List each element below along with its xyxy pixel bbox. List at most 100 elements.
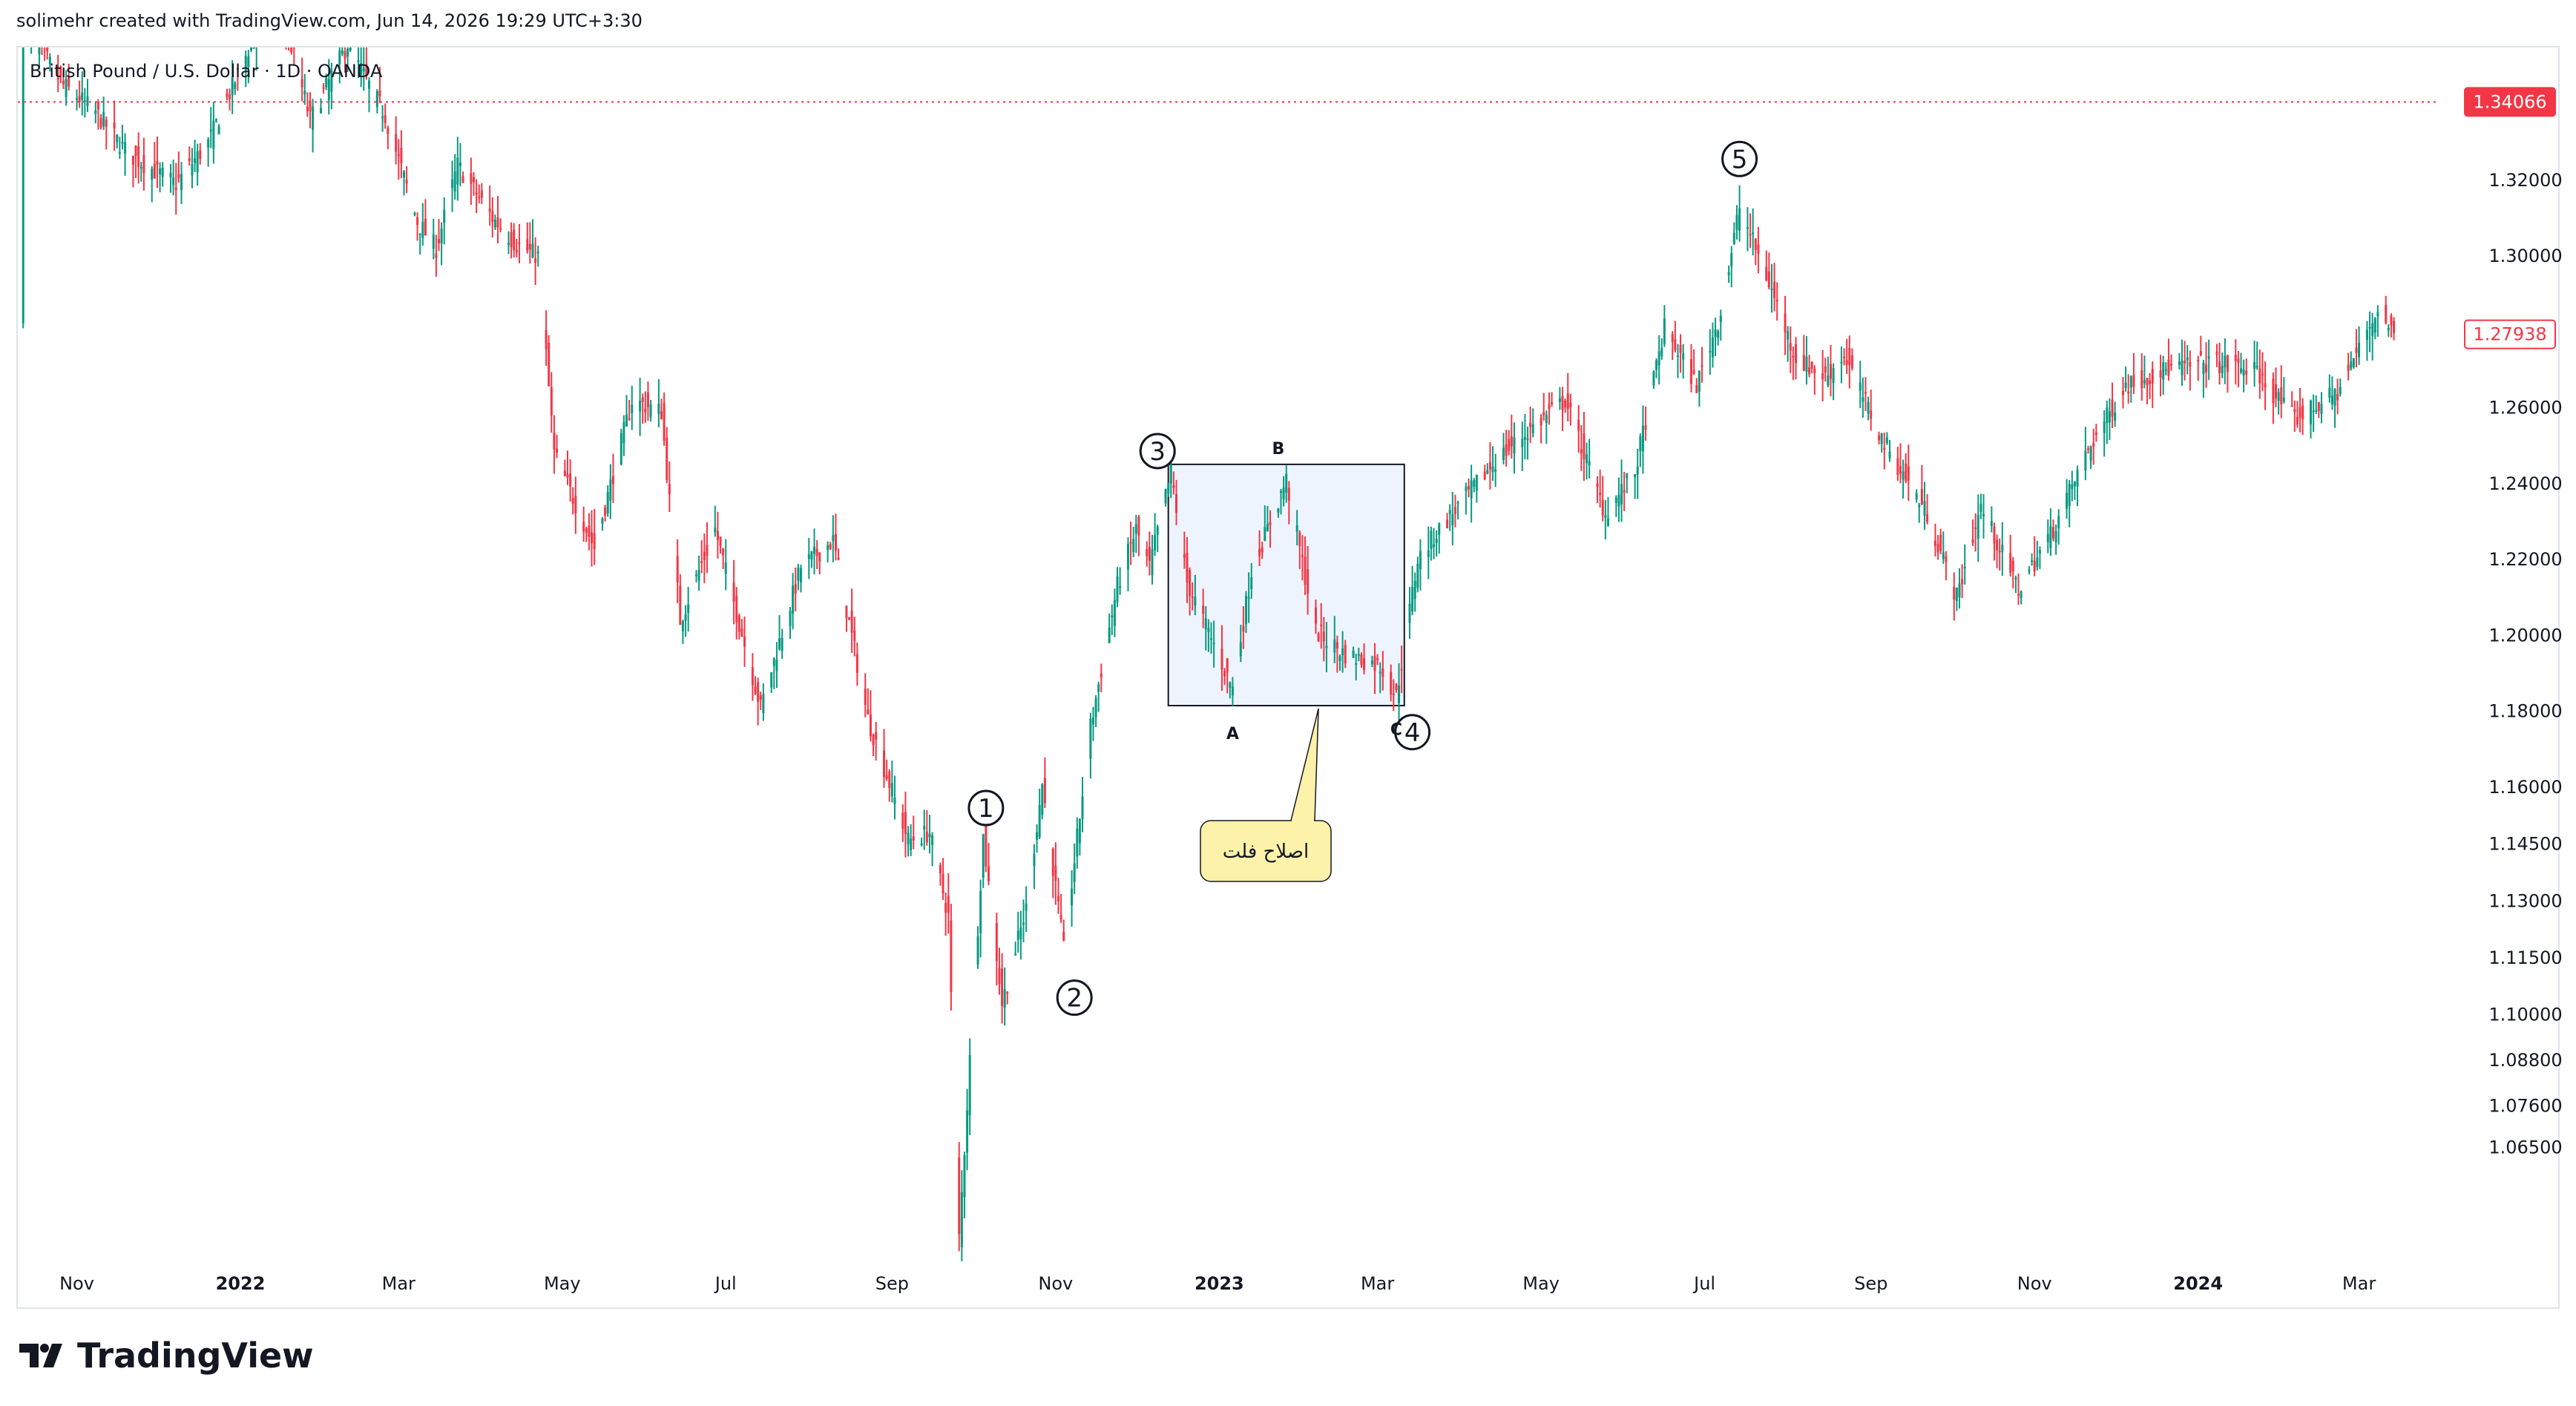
correction-label-a: A [1226, 725, 1239, 743]
x-axis-tick-label: Jul [1692, 1273, 1715, 1294]
wave-number: 4 [1404, 718, 1421, 748]
candle [2255, 341, 2258, 370]
candle [1226, 657, 1229, 694]
x-axis-tick-label: 2024 [2173, 1273, 2223, 1294]
candle [121, 125, 124, 150]
chart-area[interactable] [16, 46, 2560, 1309]
x-axis-tick-label: May [544, 1273, 581, 1294]
candle [1051, 847, 1054, 899]
candle [1765, 250, 1768, 282]
candle [1363, 643, 1366, 674]
candle [1548, 392, 1551, 425]
candle [1676, 344, 1679, 378]
candle [247, 50, 250, 84]
candle [1787, 326, 1790, 362]
candle [1390, 664, 1393, 702]
candle [1850, 348, 1853, 371]
candle [1164, 488, 1167, 507]
candle [2390, 313, 2393, 338]
candle [1580, 425, 1583, 471]
candle [778, 615, 781, 651]
x-axis-tick-label: Mar [2342, 1273, 2376, 1294]
callout-text: اصلاح فلت [1223, 841, 1309, 863]
current-price-badge: 1.27938 [2464, 319, 2556, 349]
candle [395, 116, 398, 165]
candle [998, 947, 1001, 995]
candle [1119, 567, 1122, 595]
candle [1996, 534, 1999, 568]
candle [137, 132, 140, 184]
candle [1599, 469, 1602, 508]
candle [266, 0, 269, 16]
candle [797, 564, 800, 591]
candle [2253, 341, 2256, 387]
candle [1344, 640, 1347, 668]
y-axis-tick-label: 1.14500 [2488, 834, 2562, 855]
candle [2221, 352, 2224, 378]
candle [269, 0, 271, 18]
candle [2038, 546, 2041, 569]
candle [249, 47, 252, 53]
candle [2207, 339, 2210, 381]
candle [2140, 353, 2143, 401]
candle [1453, 494, 1456, 528]
candle [169, 164, 172, 193]
candle [925, 809, 928, 846]
candle [1513, 422, 1516, 474]
candle [979, 879, 982, 958]
candle [1794, 337, 1797, 380]
candle [1025, 886, 1028, 933]
candle [1357, 648, 1360, 662]
callout-box[interactable] [1200, 820, 1332, 882]
candle [1016, 911, 1019, 953]
candle [1695, 378, 1698, 393]
candle [30, 47, 33, 54]
candle [413, 211, 416, 217]
candle [1805, 335, 1808, 385]
candle [27, 7, 30, 40]
candle [716, 511, 719, 559]
candle [740, 619, 743, 637]
candle [1448, 504, 1451, 531]
candle [1843, 348, 1846, 366]
candle [1126, 537, 1129, 592]
candle [1244, 591, 1247, 634]
wave-label-3[interactable]: 3 [1139, 433, 1176, 470]
candle [646, 381, 649, 421]
candle [1419, 539, 1422, 591]
candle [330, 62, 333, 110]
candle [1167, 482, 1170, 497]
candle [1113, 588, 1116, 637]
candle [1885, 432, 1888, 445]
candle [1483, 464, 1486, 481]
candle [1470, 464, 1473, 523]
candle [1979, 493, 1982, 519]
candle [663, 392, 666, 446]
candle [622, 415, 625, 456]
candle [312, 99, 315, 153]
candle [1003, 967, 1006, 1026]
candle [1601, 476, 1604, 522]
candle [2242, 359, 2245, 392]
candle [1033, 844, 1036, 890]
candle [2299, 387, 2301, 433]
candle [625, 395, 628, 427]
x-axis-tick-label: 2022 [216, 1273, 266, 1294]
candle [488, 185, 491, 226]
candle [1076, 817, 1079, 869]
candle [606, 485, 609, 517]
wave-label-4[interactable]: 4 [1394, 714, 1431, 751]
candle [41, 47, 43, 56]
candle [703, 533, 706, 584]
wave-label-5[interactable]: 5 [1721, 140, 1758, 177]
wave-label-2[interactable]: 2 [1056, 979, 1093, 1016]
candle [1277, 507, 1280, 518]
candle [966, 1088, 969, 1171]
candle [1657, 335, 1660, 385]
candle [2108, 398, 2111, 441]
wave-label-1[interactable]: 1 [967, 789, 1005, 827]
y-axis-tick-label: 1.24000 [2488, 473, 2562, 494]
chart-attribution: solimehr created with TradingView.com, J… [16, 10, 643, 31]
candle [1698, 370, 1701, 407]
